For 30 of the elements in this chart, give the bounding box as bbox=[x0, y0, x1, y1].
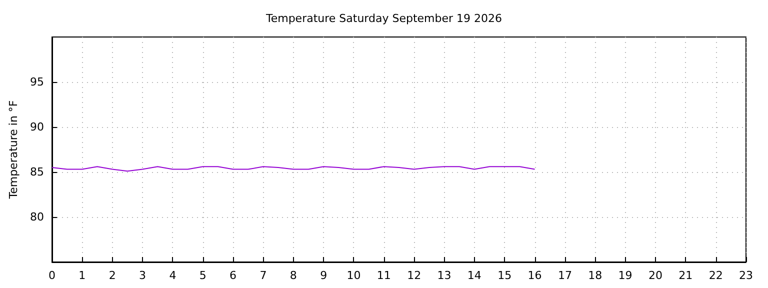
x-tick-label: 7 bbox=[260, 269, 267, 282]
x-tick-label: 16 bbox=[528, 269, 542, 282]
x-tick-label: 15 bbox=[498, 269, 512, 282]
y-axis-title: Temperature in °F bbox=[7, 100, 20, 200]
x-tick-label: 4 bbox=[169, 269, 176, 282]
x-tick-label: 3 bbox=[139, 269, 146, 282]
x-tick-label: 10 bbox=[346, 269, 361, 282]
x-tick-label: 11 bbox=[376, 269, 391, 282]
x-tick-label: 22 bbox=[708, 269, 723, 282]
x-tick-label: 8 bbox=[290, 269, 297, 282]
x-tick-label: 14 bbox=[467, 269, 482, 282]
x-tick-label: 9 bbox=[320, 269, 328, 282]
x-tick-label: 20 bbox=[648, 269, 662, 282]
x-tick-label: 5 bbox=[199, 269, 206, 282]
x-tick-label: 18 bbox=[588, 269, 602, 282]
y-tick-label: 80 bbox=[30, 210, 44, 224]
chart-title: Temperature Saturday September 19 2026 bbox=[264, 12, 502, 25]
x-tick-label: 0 bbox=[48, 269, 56, 282]
x-tick-label: 2 bbox=[108, 269, 116, 282]
x-tick-label: 23 bbox=[739, 269, 753, 282]
x-tick-label: 6 bbox=[230, 269, 237, 282]
x-tick-label: 13 bbox=[437, 269, 452, 282]
y-tick-label: 85 bbox=[30, 166, 44, 178]
x-tick-label: 19 bbox=[618, 269, 632, 282]
x-tick-label: 12 bbox=[407, 269, 422, 282]
x-tick-label: 1 bbox=[78, 269, 86, 282]
y-tick-label: 90 bbox=[30, 120, 44, 134]
x-tick-label: 21 bbox=[678, 269, 693, 282]
y-tick-label: 95 bbox=[30, 76, 44, 88]
x-tick-label: 17 bbox=[558, 269, 572, 282]
